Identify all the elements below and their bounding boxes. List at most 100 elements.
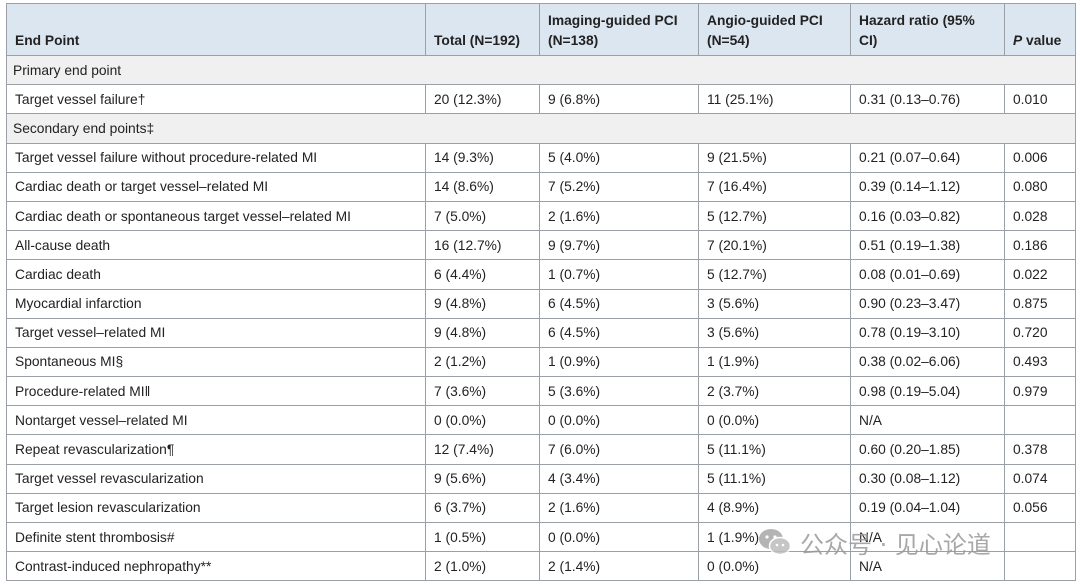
table-row: Target vessel failure without procedure-… (6, 142, 1076, 173)
cell-imaging: 4 (3.4%) (539, 463, 699, 494)
cell-angio: 0 (0.0%) (698, 405, 851, 436)
cell-imaging: 1 (0.7%) (539, 259, 699, 290)
row-label: Cardiac death or spontaneous target vess… (6, 200, 426, 232)
cell-imaging: 6 (4.5%) (539, 288, 699, 319)
row-label: Repeat revascularization¶ (6, 434, 426, 465)
row-label: Target lesion revascularization (6, 492, 426, 524)
row-label: Definite stent thrombosis# (6, 521, 426, 553)
cell-p-value: 0.074 (1004, 463, 1076, 494)
cell-hazard-ratio: 0.08 (0.01–0.69) (850, 259, 1005, 290)
cell-imaging: 7 (6.0%) (539, 434, 699, 465)
row-label: Target vessel–related MI (6, 317, 426, 348)
cell-total: 9 (5.6%) (425, 463, 540, 494)
cell-angio: 5 (11.1%) (698, 434, 851, 465)
cell-imaging: 2 (1.6%) (539, 492, 699, 524)
row-label: All-cause death (6, 230, 426, 261)
cell-hazard-ratio: 0.31 (0.13–0.76) (850, 84, 1005, 115)
table-row: All-cause death 16 (12.7%) 9 (9.7%) 7 (2… (6, 230, 1076, 261)
table-row: Target lesion revascularization 6 (3.7%)… (6, 492, 1076, 524)
table-row: Nontarget vessel–related MI 0 (0.0%) 0 (… (6, 405, 1076, 436)
cell-hazard-ratio: N/A (850, 405, 1005, 436)
cell-angio: 3 (5.6%) (698, 288, 851, 319)
row-label: Spontaneous MI§ (6, 346, 426, 378)
cell-total: 6 (3.7%) (425, 492, 540, 524)
cell-hazard-ratio: 0.39 (0.14–1.12) (850, 171, 1005, 202)
cell-angio: 5 (12.7%) (698, 200, 851, 232)
table-row: Cardiac death 6 (4.4%) 1 (0.7%) 5 (12.7%… (6, 259, 1076, 290)
row-label: Myocardial infarction (6, 288, 426, 319)
cell-hazard-ratio: N/A (850, 551, 1005, 582)
cell-total: 0 (0.0%) (425, 405, 540, 436)
row-label: Contrast-induced nephropathy** (6, 551, 426, 582)
cell-hazard-ratio: 0.19 (0.04–1.04) (850, 492, 1005, 524)
cell-angio: 1 (1.9%) (698, 346, 851, 378)
cell-imaging: 2 (1.4%) (539, 551, 699, 582)
cell-p-value: 0.022 (1004, 259, 1076, 290)
section-row-secondary: Secondary end points‡ (6, 113, 1076, 144)
cell-p-value (1004, 551, 1076, 582)
cell-p-value: 0.056 (1004, 492, 1076, 524)
cell-p-value: 0.378 (1004, 434, 1076, 465)
section-row-primary: Primary end point (6, 54, 1076, 86)
cell-p-value (1004, 521, 1076, 553)
cell-imaging: 1 (0.9%) (539, 346, 699, 378)
cell-angio: 11 (25.1%) (698, 84, 851, 115)
header-p-letter: P (1013, 32, 1023, 48)
cell-hazard-ratio: N/A (850, 521, 1005, 553)
cell-imaging: 9 (9.7%) (539, 230, 699, 261)
cell-hazard-ratio: 0.38 (0.02–6.06) (850, 346, 1005, 378)
table-row: Procedure-related MI‖ 7 (3.6%) 5 (3.6%) … (6, 376, 1076, 407)
table-row: Contrast-induced nephropathy** 2 (1.0%) … (6, 551, 1076, 582)
cell-p-value (1004, 405, 1076, 436)
cell-total: 2 (1.0%) (425, 551, 540, 582)
section-label: Secondary end points‡ (6, 113, 1076, 144)
header-end-point: End Point (6, 3, 426, 56)
results-table: End Point Total (N=192) Imaging-guided P… (6, 3, 1076, 582)
cell-angio: 3 (5.6%) (698, 317, 851, 348)
cell-p-value: 0.006 (1004, 142, 1076, 173)
cell-angio: 2 (3.7%) (698, 376, 851, 407)
header-imaging-guided: Imaging-guided PCI (N=138) (539, 3, 699, 56)
table-row: Target vessel failure† 20 (12.3%) 9 (6.8… (6, 84, 1076, 115)
row-label: Cardiac death (6, 259, 426, 290)
row-label: Procedure-related MI‖ (6, 376, 426, 407)
cell-total: 7 (5.0%) (425, 200, 540, 232)
cell-hazard-ratio: 0.98 (0.19–5.04) (850, 376, 1005, 407)
cell-imaging: 5 (4.0%) (539, 142, 699, 173)
cell-angio: 1 (1.9%) (698, 521, 851, 553)
header-angio-guided: Angio-guided PCI (N=54) (698, 3, 851, 56)
cell-p-value: 0.080 (1004, 171, 1076, 202)
cell-p-value: 0.493 (1004, 346, 1076, 378)
table-row: Definite stent thrombosis# 1 (0.5%) 0 (0… (6, 521, 1076, 553)
cell-p-value: 0.720 (1004, 317, 1076, 348)
table-row: Myocardial infarction 9 (4.8%) 6 (4.5%) … (6, 288, 1076, 319)
row-label: Target vessel failure without procedure-… (6, 142, 426, 173)
row-label: Nontarget vessel–related MI (6, 405, 426, 436)
cell-angio: 4 (8.9%) (698, 492, 851, 524)
cell-angio: 7 (20.1%) (698, 230, 851, 261)
cell-total: 9 (4.8%) (425, 288, 540, 319)
cell-imaging: 7 (5.2%) (539, 171, 699, 202)
cell-total: 7 (3.6%) (425, 376, 540, 407)
cell-imaging: 6 (4.5%) (539, 317, 699, 348)
cell-total: 16 (12.7%) (425, 230, 540, 261)
cell-total: 9 (4.8%) (425, 317, 540, 348)
cell-total: 6 (4.4%) (425, 259, 540, 290)
cell-p-value: 0.979 (1004, 376, 1076, 407)
cell-p-value: 0.875 (1004, 288, 1076, 319)
cell-hazard-ratio: 0.60 (0.20–1.85) (850, 434, 1005, 465)
cell-angio: 5 (12.7%) (698, 259, 851, 290)
header-p-value: P value (1004, 3, 1076, 56)
cell-imaging: 2 (1.6%) (539, 200, 699, 232)
table-row: Cardiac death or spontaneous target vess… (6, 200, 1076, 232)
cell-total: 14 (9.3%) (425, 142, 540, 173)
table-row: Repeat revascularization¶ 12 (7.4%) 7 (6… (6, 434, 1076, 465)
cell-total: 2 (1.2%) (425, 346, 540, 378)
cell-total: 14 (8.6%) (425, 171, 540, 202)
cell-angio: 0 (0.0%) (698, 551, 851, 582)
row-label: Target vessel failure† (6, 84, 426, 115)
cell-imaging: 0 (0.0%) (539, 405, 699, 436)
row-label: Target vessel revascularization (6, 463, 426, 494)
header-p-suffix: value (1022, 32, 1062, 48)
header-hazard-ratio: Hazard ratio (95% CI) (850, 3, 1005, 56)
